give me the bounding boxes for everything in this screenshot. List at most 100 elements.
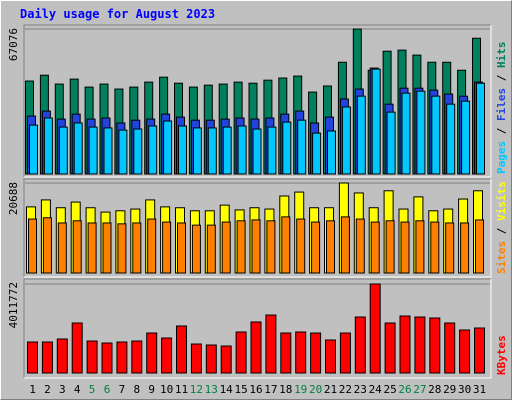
bar: [327, 130, 336, 175]
bar: [102, 222, 112, 274]
x-tick-label: 29: [443, 383, 456, 396]
bar: [430, 221, 440, 274]
bar: [267, 126, 277, 175]
bar: [117, 223, 127, 274]
bar: [58, 126, 68, 175]
x-tick-label: 16: [249, 383, 262, 396]
x-tick-label: 11: [175, 383, 188, 396]
panel-border: [23, 24, 491, 177]
bar: [355, 218, 365, 274]
legend-separator: /: [495, 68, 508, 88]
bar: [461, 100, 471, 175]
x-tick-label: 8: [133, 383, 140, 396]
bar: [444, 322, 456, 374]
bar: [236, 220, 246, 274]
bar: [474, 327, 485, 374]
bar: [460, 222, 470, 274]
legend: KBytes: [495, 335, 508, 375]
x-tick-label: 22: [339, 383, 352, 396]
bar: [191, 224, 201, 274]
bar: [220, 345, 232, 374]
bar: [251, 219, 261, 274]
x-tick-label: 12: [190, 383, 203, 396]
bar: [446, 103, 456, 175]
bar: [176, 325, 187, 374]
bar: [27, 341, 38, 374]
x-tick-label: 3: [59, 383, 66, 396]
bar: [370, 221, 380, 274]
bar: [266, 220, 276, 274]
x-tick-label: 26: [398, 383, 411, 396]
bar: [133, 128, 143, 175]
bar: [190, 343, 202, 374]
bar: [326, 220, 335, 274]
bar: [282, 121, 292, 175]
x-tick-label: 24: [369, 383, 383, 396]
bar: [369, 283, 381, 374]
bar: [310, 332, 322, 374]
bar: [311, 221, 321, 274]
bar: [415, 220, 425, 274]
x-tick-label: 30: [458, 383, 471, 396]
bar: [88, 126, 98, 175]
bar: [43, 117, 53, 175]
bar: [295, 331, 307, 374]
x-tick-label: 25: [383, 383, 396, 396]
bar: [385, 220, 395, 274]
bar: [340, 216, 350, 274]
bar: [371, 68, 381, 175]
x-tick-label: 5: [89, 383, 96, 396]
bar: [41, 341, 53, 374]
bar: [384, 322, 396, 374]
legend: Pages / Files / Hits: [495, 42, 508, 175]
panel-border: [24, 25, 492, 178]
x-tick-label: 1: [29, 383, 36, 396]
y-tick-label: 67076: [7, 28, 20, 61]
bar: [265, 314, 277, 374]
x-tick-label: 20: [309, 383, 322, 396]
y-tick-label: 20688: [7, 182, 20, 215]
x-tick-label: 10: [160, 383, 173, 396]
bar: [148, 125, 158, 175]
panel-border: [24, 279, 492, 379]
x-tick-label: 4: [74, 383, 81, 396]
bar: [476, 82, 485, 175]
legend-entry: Sites: [495, 241, 508, 274]
bar: [162, 221, 172, 274]
x-tick-label: 13: [205, 383, 218, 396]
bar: [325, 339, 336, 374]
y-tick-label: 4011772: [7, 282, 20, 328]
x-tick-label: 7: [119, 383, 126, 396]
bar: [101, 342, 113, 374]
x-tick-label: 31: [473, 383, 486, 396]
bar: [28, 218, 37, 274]
bar: [235, 331, 247, 374]
x-tick-label: 6: [104, 383, 111, 396]
legend-entry: Files: [495, 88, 508, 121]
bar: [431, 95, 441, 175]
bar: [118, 129, 128, 175]
legend-entry: KBytes: [495, 335, 508, 375]
bar: [400, 221, 410, 274]
bar: [177, 222, 186, 274]
x-tick-label: 9: [148, 383, 155, 396]
x-tick-label: 28: [428, 383, 441, 396]
bar: [459, 329, 471, 374]
bar: [161, 337, 173, 374]
bar: [252, 128, 262, 175]
legend-entry: Hits: [495, 42, 508, 69]
bar: [192, 127, 202, 175]
bar: [42, 217, 52, 274]
bar: [73, 122, 83, 175]
legend-entry: Visits: [495, 181, 508, 221]
x-tick-label: 23: [354, 383, 367, 396]
bar: [146, 332, 158, 374]
bar: [221, 221, 231, 274]
bar: [416, 90, 426, 175]
bar: [312, 132, 322, 175]
bar: [339, 332, 351, 374]
panel-border: [23, 178, 491, 277]
bar: [401, 92, 411, 175]
